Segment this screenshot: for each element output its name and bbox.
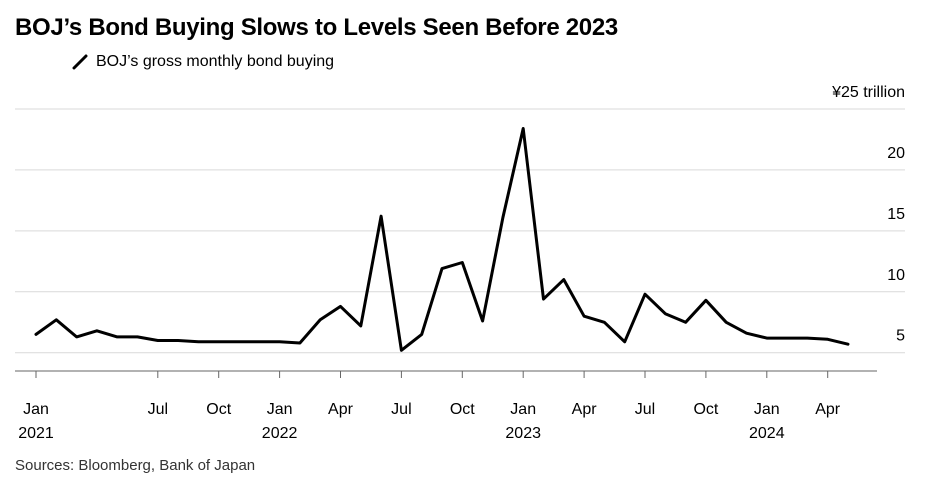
x-tick-label: Jan <box>754 401 780 418</box>
x-tick-label: Oct <box>450 401 475 418</box>
x-tick-label: Oct <box>693 401 718 418</box>
x-tick-label: Jul <box>148 401 168 418</box>
axis-layer <box>15 370 877 378</box>
y-tick-label: 15 <box>887 206 905 223</box>
x-tick-year-label: 2021 <box>18 425 54 442</box>
x-tick-label: Jan <box>510 401 536 418</box>
x-tick-label: Oct <box>206 401 231 418</box>
y-tick-label: 5 <box>896 328 905 345</box>
x-tick-label: Jan <box>267 401 293 418</box>
x-tick-year-label: 2022 <box>262 425 298 442</box>
chart-title: BOJ’s Bond Buying Slows to Levels Seen B… <box>15 14 618 41</box>
x-tick-label: Apr <box>572 401 598 418</box>
x-tick-year-label: 2023 <box>505 425 541 442</box>
y-tick-label: 20 <box>887 145 905 162</box>
label-layer: ¥25 trillion 5 10 15 20 Jan 2021 Jul Oct Jan 2022 A… <box>18 84 905 442</box>
series-layer <box>34 127 850 352</box>
x-tick-label: Jul <box>635 401 655 418</box>
y-unit-label: ¥25 trillion <box>831 84 905 101</box>
legend-line-swatch-icon <box>72 54 88 70</box>
legend-label: BOJ’s gross monthly bond buying <box>96 53 335 70</box>
x-tick-year-label: 2024 <box>749 425 785 442</box>
x-tick-label: Jan <box>23 401 49 418</box>
legend: BOJ’s gross monthly bond buying <box>72 53 334 71</box>
x-tick-label: Apr <box>815 401 841 418</box>
y-tick-label: 10 <box>887 267 905 284</box>
x-tick-label: Jul <box>391 401 411 418</box>
x-tick-label: Apr <box>328 401 354 418</box>
grid-layer <box>15 108 905 354</box>
source-note: Sources: Bloomberg, Bank of Japan <box>15 457 256 474</box>
series-line <box>34 127 850 352</box>
